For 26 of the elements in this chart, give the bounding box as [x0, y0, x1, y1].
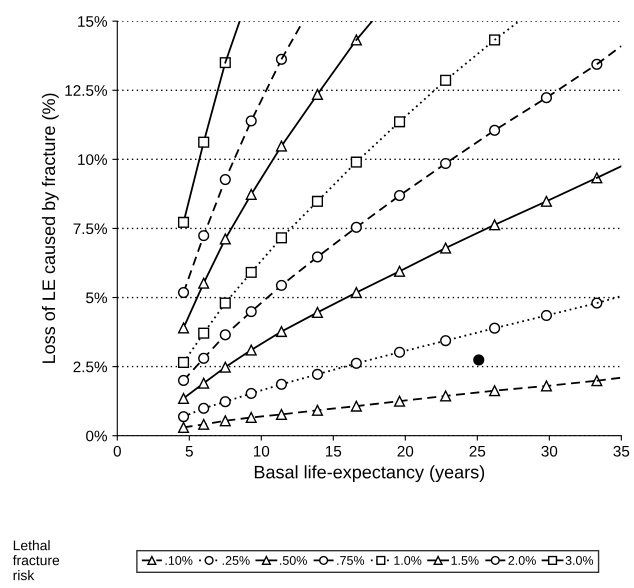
y-tick-label: 0%	[86, 430, 108, 442]
x-tick-label: 30	[541, 446, 558, 457]
legend-label: .75%	[337, 556, 364, 565]
legend-label: .10%	[166, 556, 192, 565]
x-tick-label: 15	[326, 446, 342, 457]
x-tick-label: 20	[398, 446, 414, 457]
x-axis-title: Basal life-expectancy (years)	[254, 465, 484, 482]
x-tick-label: 35	[613, 446, 630, 457]
legend-label: 1.5%	[452, 556, 479, 565]
legend-title: Lethal fracture risk	[12, 540, 60, 580]
legend-label: .25%	[222, 556, 250, 565]
y-tick-label: 2.5%	[74, 361, 108, 372]
y-tick-label: 7.5%	[74, 223, 108, 234]
x-tick-label: 10	[254, 446, 270, 457]
legend-label: 3.0%	[566, 556, 594, 565]
y-tick-label: 5%	[86, 292, 108, 304]
x-tick-label: 25	[470, 446, 486, 457]
y-tick-label: 15%	[78, 16, 108, 27]
y-tick-label: 10%	[78, 154, 108, 166]
x-tick-label: 0	[114, 446, 121, 457]
y-axis-title: Loss of LE caused by fracture (%)	[42, 94, 59, 363]
legend-label: 1.0%	[394, 556, 422, 565]
x-tick-label: 5	[186, 446, 193, 457]
y-tick-label: 12.5%	[65, 85, 108, 96]
legend-label: .50%	[280, 556, 307, 565]
legend-label: 2.0%	[508, 556, 536, 565]
